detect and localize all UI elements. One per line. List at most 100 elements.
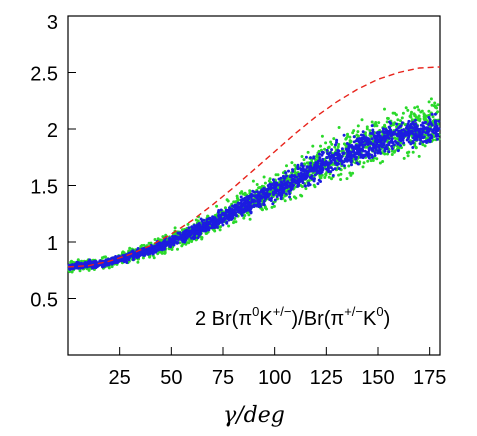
green-scatter-point bbox=[399, 141, 403, 145]
blue-scatter-point bbox=[300, 162, 304, 166]
blue-scatter-point bbox=[160, 243, 164, 247]
blue-scatter-point bbox=[389, 133, 393, 137]
blue-scatter-point bbox=[421, 140, 425, 144]
blue-scatter-point bbox=[271, 202, 275, 206]
blue-scatter-point bbox=[342, 133, 346, 137]
blue-scatter-point bbox=[268, 192, 272, 196]
green-scatter-point bbox=[251, 179, 255, 183]
blue-scatter-point bbox=[237, 202, 241, 206]
blue-scatter-point bbox=[398, 135, 402, 139]
blue-scatter-point bbox=[279, 195, 283, 199]
green-scatter-point bbox=[381, 160, 385, 163]
green-scatter-point bbox=[407, 150, 411, 154]
blue-scatter-point bbox=[179, 234, 183, 238]
green-scatter-point bbox=[76, 258, 80, 262]
green-scatter-point bbox=[323, 147, 327, 151]
blue-scatter-point bbox=[216, 210, 220, 214]
blue-scatter-point bbox=[149, 245, 153, 249]
blue-scatter-point bbox=[407, 119, 411, 123]
blue-scatter-point bbox=[239, 195, 243, 199]
blue-scatter-point bbox=[407, 133, 411, 137]
blue-scatter-point bbox=[427, 116, 431, 119]
blue-scatter-point bbox=[323, 163, 327, 167]
blue-scatter-point bbox=[333, 167, 337, 171]
green-scatter-point bbox=[329, 140, 333, 144]
blue-scatter-point bbox=[333, 153, 337, 156]
blue-scatter-point bbox=[415, 138, 419, 142]
green-scatter-point bbox=[281, 171, 285, 175]
green-scatter-point bbox=[238, 191, 242, 195]
blue-scatter-point bbox=[388, 128, 392, 132]
blue-scatter-point bbox=[280, 190, 284, 193]
blue-scatter-point bbox=[430, 136, 434, 140]
blue-scatter-point bbox=[418, 142, 422, 146]
green-scatter-point bbox=[399, 119, 402, 123]
blue-scatter-point bbox=[397, 126, 401, 130]
green-scatter-point bbox=[128, 246, 132, 250]
blue-scatter-point bbox=[228, 206, 231, 210]
blue-scatter-point bbox=[350, 156, 353, 160]
green-scatter-point bbox=[386, 117, 390, 120]
blue-scatter-point bbox=[305, 175, 309, 179]
green-scatter-point bbox=[170, 248, 174, 251]
blue-scatter-point bbox=[213, 224, 217, 228]
x-tick-label: 100 bbox=[258, 367, 291, 389]
blue-scatter-point bbox=[428, 139, 432, 143]
x-tick-label: 125 bbox=[310, 367, 343, 389]
blue-scatter-point bbox=[235, 204, 239, 208]
blue-scatter-point bbox=[260, 189, 264, 193]
green-scatter-point bbox=[417, 114, 421, 118]
blue-scatter-point bbox=[432, 131, 436, 135]
blue-scatter-point bbox=[169, 239, 173, 243]
blue-scatter-point bbox=[243, 203, 247, 207]
blue-scatter-point bbox=[400, 121, 404, 125]
green-scatter-point bbox=[430, 103, 434, 107]
blue-scatter-point bbox=[247, 204, 250, 208]
blue-scatter-point bbox=[434, 134, 438, 138]
blue-scatter-point bbox=[370, 137, 374, 141]
green-scatter-point bbox=[227, 224, 231, 228]
blue-scatter-point bbox=[323, 161, 327, 165]
green-scatter-point bbox=[139, 245, 143, 248]
blue-scatter-point bbox=[392, 143, 396, 147]
blue-scatter-point bbox=[407, 140, 411, 144]
green-scatter-point bbox=[337, 173, 341, 177]
green-scatter-point bbox=[417, 154, 421, 158]
blue-scatter-point bbox=[426, 126, 430, 130]
blue-scatter-point bbox=[415, 124, 419, 128]
blue-scatter-point bbox=[406, 127, 410, 131]
y-tick-label: 2.5 bbox=[30, 64, 58, 86]
blue-scatter-point bbox=[319, 180, 322, 183]
blue-scatter-point bbox=[427, 123, 430, 127]
green-scatter-point bbox=[260, 184, 264, 188]
blue-scatter-point bbox=[331, 174, 335, 177]
blue-scatter-point bbox=[355, 145, 359, 149]
blue-scatter-point bbox=[391, 147, 394, 151]
blue-scatter-point bbox=[376, 151, 380, 155]
blue-scatter-series bbox=[67, 112, 441, 271]
blue-scatter-point bbox=[374, 148, 378, 152]
blue-scatter-point bbox=[284, 185, 288, 189]
blue-scatter-point bbox=[291, 169, 295, 173]
green-scatter-point bbox=[319, 176, 323, 180]
blue-scatter-point bbox=[207, 228, 211, 232]
y-tick-label: 3 bbox=[47, 12, 58, 34]
green-scatter-point bbox=[265, 207, 268, 211]
blue-scatter-point bbox=[367, 152, 371, 156]
green-scatter-point bbox=[392, 123, 395, 127]
green-scatter-point bbox=[347, 164, 351, 168]
blue-scatter-point bbox=[340, 162, 344, 166]
green-scatter-point bbox=[285, 164, 288, 168]
green-scatter-point bbox=[331, 162, 335, 166]
blue-scatter-point bbox=[233, 212, 236, 215]
blue-scatter-point bbox=[183, 230, 186, 234]
blue-scatter-point bbox=[429, 127, 432, 131]
green-scatter-point bbox=[375, 157, 379, 161]
blue-scatter-point bbox=[343, 157, 347, 161]
green-scatter-point bbox=[320, 134, 324, 138]
blue-scatter-point bbox=[336, 151, 340, 155]
green-scatter-point bbox=[293, 168, 297, 171]
green-scatter-point bbox=[410, 110, 413, 114]
green-scatter-point bbox=[406, 108, 410, 112]
blue-scatter-point bbox=[411, 132, 415, 136]
